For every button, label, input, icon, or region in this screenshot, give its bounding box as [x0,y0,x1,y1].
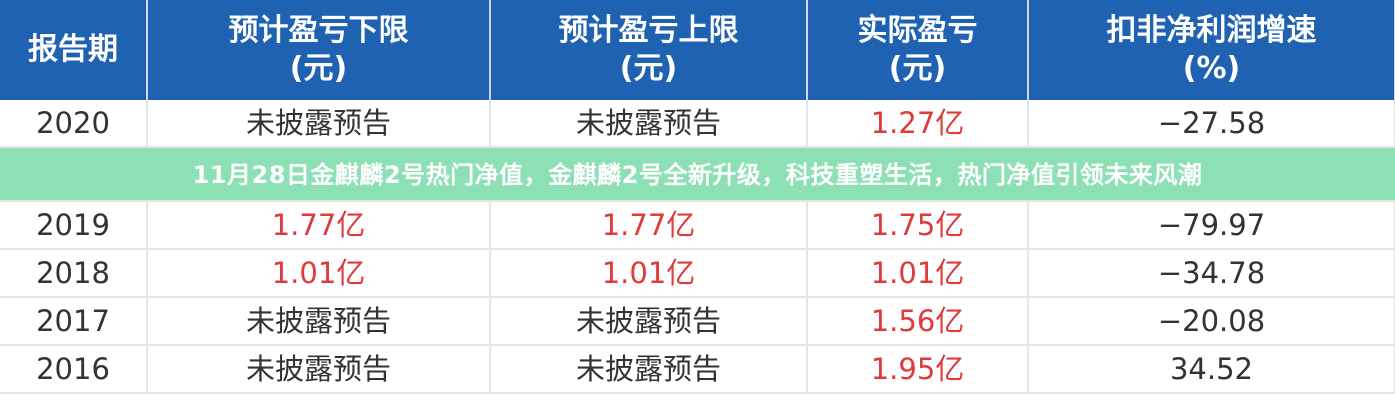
table-cell: 1.01亿 [490,249,808,298]
header-unit: (元) [619,51,678,86]
table-cell: 未披露预告 [490,345,808,394]
header-label: 报告期 [28,32,118,67]
table-cell: 34.52 [1028,345,1395,394]
column-header: 扣非净利润增速 (%) [1028,0,1395,100]
table-row: 2019 1.77亿 1.77亿 1.75亿 −79.97 [0,201,1395,250]
table-cell: −20.08 [1028,297,1395,346]
table-cell: 未披露预告 [147,345,491,394]
table-row: 2016 未披露预告 未披露预告 1.95亿 34.52 [0,345,1395,394]
table-cell: 1.77亿 [147,201,491,250]
column-header: 实际盈亏 (元) [807,0,1029,100]
table-cell: −27.58 [1028,100,1395,148]
table-cell: 2017 [0,297,148,346]
column-header: 预计盈亏下限 (元) [147,0,491,100]
table-row: 2020 未披露预告 未披露预告 1.27亿 −27.58 [0,100,1395,148]
header-row: 报告期 预计盈亏下限 (元) 预计盈亏上限 (元) 实际盈亏 (元) 扣非净利润增速 (%) [0,0,1395,100]
table-cell: −79.97 [1028,201,1395,250]
header-unit: (%) [1182,51,1241,86]
table-cell: 1.01亿 [807,249,1029,298]
table-cell: 1.95亿 [807,345,1029,394]
column-header: 预计盈亏上限 (元) [490,0,808,100]
table-cell: 2018 [0,249,148,298]
table-cell: 1.56亿 [807,297,1029,346]
table-row: 2018 1.01亿 1.01亿 1.01亿 −34.78 [0,249,1395,298]
banner-title: 11月28日金麒麟2号热门净值，金麒麟2号全新升级，科技重塑生活，热门净值引领未… [192,161,1203,189]
table-cell: 2016 [0,345,148,394]
header-label: 预计盈亏下限 [228,13,409,48]
table-cell: 2019 [0,201,148,250]
table-cell: −34.78 [1028,249,1395,298]
table-cell: 1.77亿 [490,201,808,250]
table-cell: 未披露预告 [490,297,808,346]
title-banner-row: 11月28日金麒麟2号热门净值，金麒麟2号全新升级，科技重塑生活，热门净值引领未… [0,147,1395,202]
table-cell: 2020 [0,100,148,148]
table-row: 2017 未披露预告 未披露预告 1.56亿 −20.08 [0,297,1395,346]
table-cell: 1.75亿 [807,201,1029,250]
header-label: 扣非净利润增速 [1106,13,1317,48]
header-unit: (元) [888,51,947,86]
table-cell: 未披露预告 [147,297,491,346]
table-cell: 未披露预告 [490,100,808,148]
column-header: 报告期 [0,0,148,100]
table-cell: 未披露预告 [147,100,491,148]
table-cell: 1.27亿 [807,100,1029,148]
header-unit: (元) [289,51,348,86]
header-label: 预计盈亏上限 [558,13,739,48]
table-cell: 1.01亿 [147,249,491,298]
header-label: 实际盈亏 [857,13,978,48]
title-banner: 11月28日金麒麟2号热门净值，金麒麟2号全新升级，科技重塑生活，热门净值引领未… [0,147,1395,202]
